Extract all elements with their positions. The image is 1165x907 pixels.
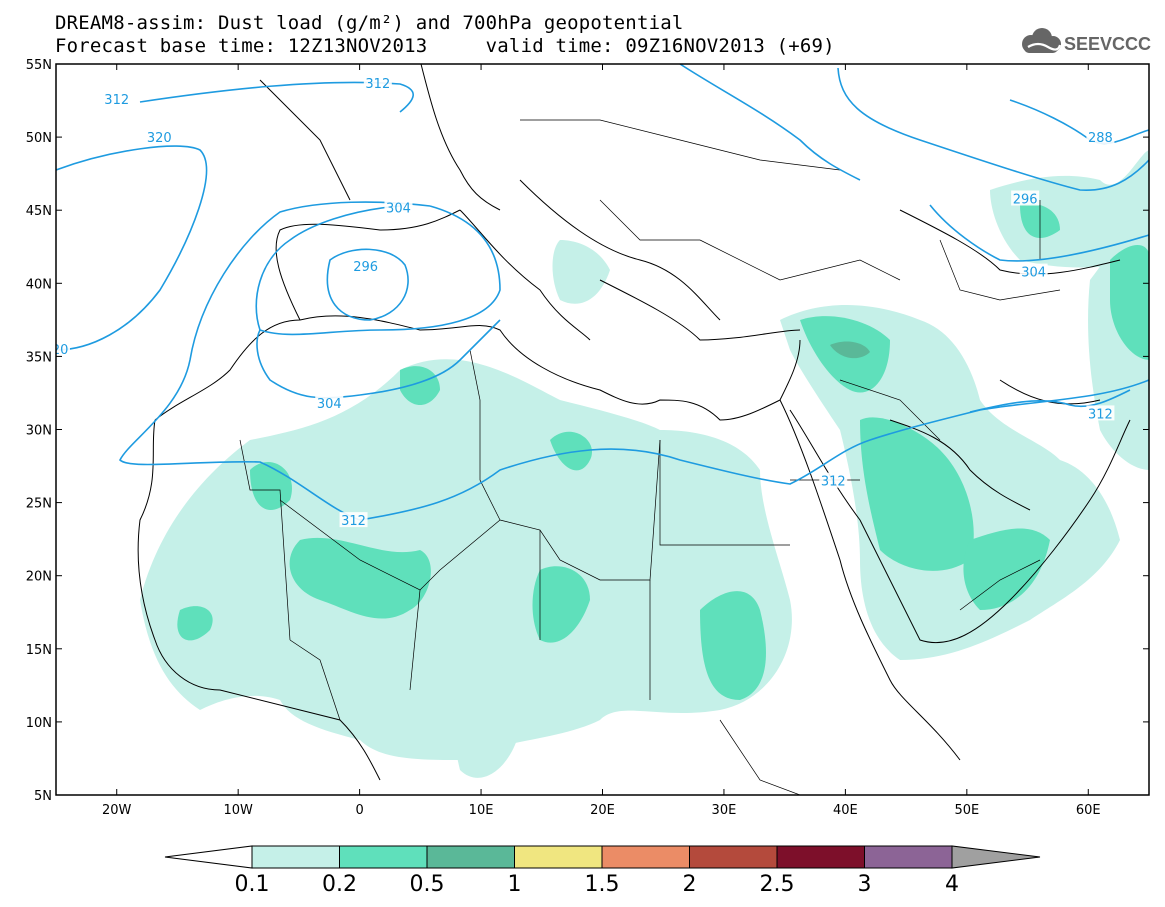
lat-tick-label: 10N (26, 716, 52, 731)
lon-tick-label: 50E (954, 803, 979, 818)
lat-tick-label: 55N (26, 58, 52, 73)
contour-label: 296 (353, 260, 378, 275)
lat-tick-label: 15N (26, 643, 52, 658)
colorbar-bin (339, 845, 428, 869)
contour-label: 304 (317, 397, 342, 412)
contour-label-bg (145, 129, 174, 145)
colorbar-bin (514, 845, 603, 869)
cloud-icon (1022, 28, 1062, 53)
lon-tick-label: 20W (102, 803, 132, 818)
logo-text: SEEVCCC (1064, 34, 1151, 54)
colorbar-label: 0.5 (409, 872, 445, 897)
colorbar-label: 4 (945, 872, 959, 897)
colorbar-label: 1.5 (584, 872, 620, 897)
lat-tick-label: 20N (26, 570, 52, 585)
lon-tick-label: 60E (1076, 803, 1101, 818)
lat-tick-label: 25N (26, 497, 52, 512)
contour-label-bg (102, 91, 131, 107)
colorbar (164, 845, 1041, 869)
axis-ticks: 20W 10W 0 10E 20E 30E 40E 50E 60E 55N 50N 45N 40N 35N… (26, 58, 1149, 818)
lon-tick-label: 10W (223, 803, 253, 818)
colorbar-bin (864, 845, 953, 869)
colorbar-label: 1 (507, 872, 522, 897)
colorbar-label: 2 (682, 872, 697, 897)
contour-label-bg (363, 75, 392, 91)
lon-tick-label: 0 (355, 803, 363, 818)
colorbar-label: 0.1 (234, 872, 270, 897)
contour-label-bg (339, 512, 368, 528)
contour-label: 312 (821, 475, 846, 490)
contour-label-bg (819, 472, 848, 488)
map-subtitle: Forecast base time: 12Z13NOV2013 valid t… (55, 36, 835, 57)
contour-label: 312 (1088, 407, 1113, 422)
contour-label: 320 (44, 343, 69, 358)
colorbar-bin (776, 845, 865, 869)
contour-labels: 312 312 320 320 304 296 304 312 312 312 304 296 288 (44, 75, 1115, 529)
lon-tick-label: 40E (833, 803, 858, 818)
lat-tick-label: 40N (26, 277, 52, 292)
coastlines (137, 64, 1131, 781)
country-borders (239, 119, 1061, 795)
colorbar-bin (689, 845, 778, 869)
colorbar-bin (426, 845, 515, 869)
valid-time: valid time: 09Z16NOV2013 (+69) (485, 35, 835, 57)
lon-tick-label: 30E (712, 803, 737, 818)
contour-label-bg (384, 199, 413, 215)
contour-label-bg (351, 257, 380, 273)
colorbar-bin (251, 845, 340, 869)
contour-label: 312 (104, 93, 129, 108)
geopotential-contours (56, 64, 1149, 521)
contour-label: 304 (1021, 266, 1046, 281)
contour-label-bg (315, 395, 344, 411)
contour-label: 304 (386, 201, 411, 216)
lat-tick-label: 5N (34, 789, 52, 804)
lat-tick-label: 50N (26, 131, 52, 146)
colorbar-label: 2.5 (759, 872, 795, 897)
contour-label-bg (1011, 190, 1040, 206)
dust-shading-light (140, 150, 1149, 778)
contour-label: 312 (341, 514, 366, 529)
contour-label-bg (1086, 405, 1115, 421)
lat-tick-label: 35N (26, 350, 52, 365)
lon-tick-label: 10E (469, 803, 494, 818)
contour-label-bg (1086, 129, 1115, 145)
map-title: DREAM8-assim: Dust load (g/m²) and 700hP… (55, 12, 684, 34)
forecast-base-time: Forecast base time: 12Z13NOV2013 (55, 35, 428, 57)
colorbar-bin (601, 845, 690, 869)
lat-tick-label: 45N (26, 204, 52, 219)
contour-label: 288 (1088, 131, 1113, 146)
colorbar-min-arrow (164, 845, 253, 869)
contour-label-bg (56, 341, 70, 357)
dust-shading-heavy (830, 341, 870, 359)
colorbar-max-arrow (951, 845, 1041, 869)
contour-label: 320 (147, 131, 172, 146)
lat-tick-label: 30N (26, 424, 52, 439)
colorbar-label: 3 (857, 872, 872, 897)
lon-tick-label: 20E (590, 803, 615, 818)
contour-label: 312 (365, 77, 390, 92)
contour-label-bg (1019, 263, 1048, 279)
contour-label: 296 (1013, 193, 1038, 208)
seevccc-logo: SEEVCCC (1022, 28, 1151, 54)
colorbar-label: 0.2 (322, 872, 357, 897)
